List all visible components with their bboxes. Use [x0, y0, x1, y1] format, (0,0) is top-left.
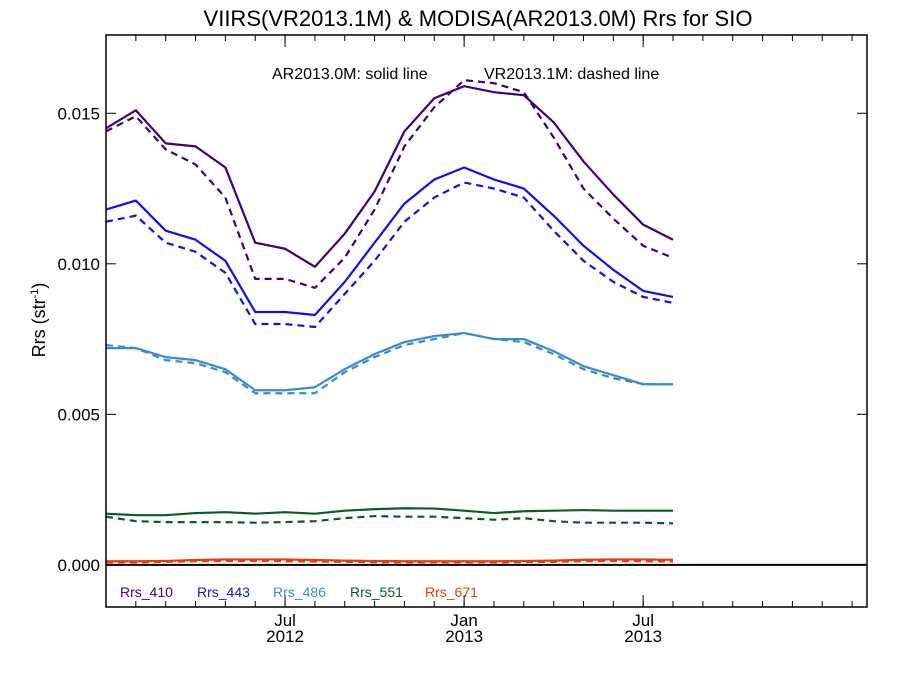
legend-item-rrs-443: Rrs_443: [197, 584, 250, 600]
x-tick-label-year: 2012: [266, 627, 304, 646]
series-line-rrs-551-solid: [105, 507, 674, 517]
series-line-rrs-443-dashed: [105, 181, 674, 329]
series-line-rrs-671-dashed: [106, 559, 674, 564]
series-line-rrs-486-solid: [106, 331, 674, 392]
legend-item-rrs-486: Rrs_486: [273, 584, 326, 600]
y-tick-label: 0.010: [57, 255, 100, 274]
series-line-rrs-443-solid: [105, 166, 674, 317]
x-tick-label-month: Jul: [632, 611, 654, 630]
plot-area: 0.0000.0050.0100.015Jul2012Jan2013Jul201…: [57, 35, 867, 646]
series-line-rrs-410-solid: [105, 85, 674, 268]
y-axis-label-main: Rrs (str: [29, 298, 49, 357]
series-line-rrs-410-dashed: [105, 79, 674, 289]
legend-item-rrs-671: Rrs_671: [425, 584, 478, 600]
x-tick-label-year: 2013: [445, 627, 483, 646]
y-tick-label: 0.000: [57, 556, 100, 575]
chart-title: VIIRS(VR2013.1M) & MODISA(AR2013.0M) Rrs…: [204, 6, 753, 31]
y-tick-label: 0.005: [57, 405, 100, 424]
y-axis-label-close: ): [29, 283, 49, 289]
series-line-rrs-671-solid: [106, 558, 674, 563]
plot-frame: [105, 34, 868, 608]
y-axis-label-superscript: -1: [29, 289, 41, 299]
series-line-rrs-551-dashed: [105, 514, 674, 525]
series-line-rrs-486-dashed: [105, 331, 674, 395]
y-axis-label: Rrs (str-1): [29, 283, 49, 358]
subtitle-solid: AR2013.0M: solid line: [272, 66, 428, 83]
legend-item-rrs-410: Rrs_410: [120, 584, 173, 600]
subtitle-dashed: VR2013.1M: dashed line: [484, 66, 659, 83]
x-tick-label-month: Jan: [450, 611, 477, 630]
x-tick-label-month: Jul: [274, 611, 296, 630]
legend-item-rrs-551: Rrs_551: [350, 584, 403, 600]
y-tick-label: 0.015: [57, 104, 100, 123]
x-tick-label-year: 2013: [624, 627, 662, 646]
